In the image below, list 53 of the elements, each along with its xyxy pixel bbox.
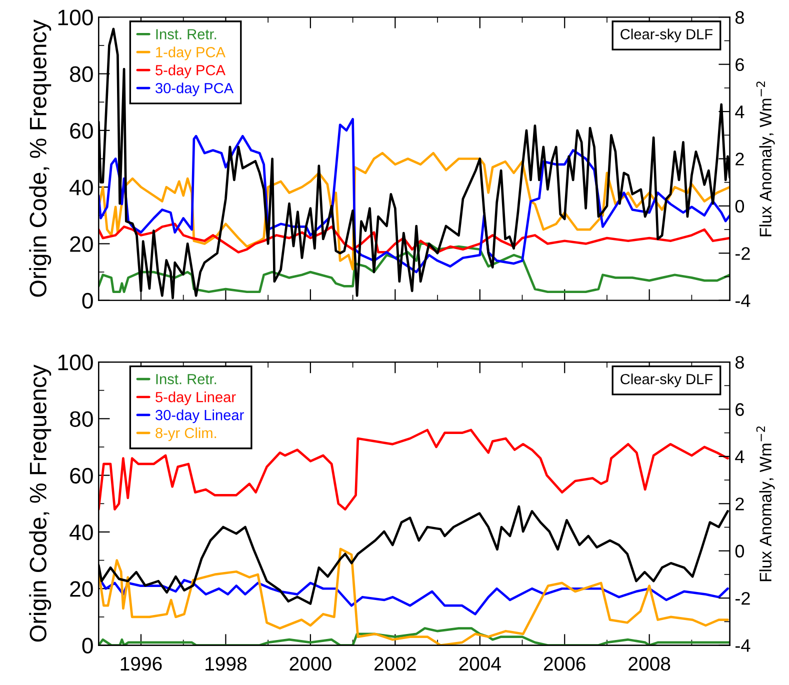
legend-label: Inst. Retr. bbox=[156, 374, 216, 384]
x-tick-label: 2000 bbox=[290, 656, 332, 671]
y2-tick-label: 4 bbox=[735, 106, 744, 118]
x-tick-label: 1996 bbox=[120, 656, 162, 671]
line-series bbox=[98, 222, 730, 254]
x-tick-label: 1998 bbox=[206, 656, 246, 671]
y-tick-label: 60 bbox=[70, 122, 93, 139]
legend-label: Inst. Retr. bbox=[156, 29, 216, 40]
y-tick-label: 20 bbox=[70, 236, 93, 252]
y-tick-label: 40 bbox=[70, 180, 93, 196]
legend-label: 1-day PCA bbox=[156, 46, 226, 60]
x-tick-label: 2008 bbox=[628, 656, 670, 671]
y2-tick-label: 6 bbox=[736, 58, 744, 72]
x-tick-label: 2002 bbox=[374, 656, 416, 671]
y2-tick-label: 8 bbox=[735, 11, 744, 24]
y2-tick-label: 0 bbox=[735, 200, 744, 213]
y2-tick-label: 4 bbox=[735, 450, 744, 463]
y-tick-label: 60 bbox=[70, 468, 93, 484]
line-series bbox=[98, 152, 730, 270]
y2-tick-label: -2 bbox=[735, 247, 750, 260]
y-tick-label: 0 bbox=[82, 638, 93, 654]
legend-label: Clear-sky DLF bbox=[620, 374, 712, 388]
y-tick-label: 0 bbox=[82, 292, 93, 309]
y2-tick-label: 6 bbox=[736, 403, 744, 416]
line-series bbox=[98, 242, 730, 294]
y-tick-label: 100 bbox=[58, 354, 93, 370]
legend-label: 5-day PCA bbox=[156, 64, 226, 78]
y-axis-title: Origin Code, % Frequency bbox=[29, 20, 52, 297]
y2-axis-title: Flux Anomaly, Wm$^{−2}$ bbox=[756, 82, 775, 236]
y2-tick-label: 2 bbox=[736, 498, 744, 510]
y2-tick-label: 2 bbox=[736, 152, 744, 166]
y-tick-label: 80 bbox=[70, 411, 93, 427]
x-tick-label: 2004 bbox=[459, 656, 501, 671]
y2-tick-label: 8 bbox=[735, 356, 744, 369]
y2-tick-label: -2 bbox=[735, 592, 750, 605]
y-axis-title: Origin Code, % Frequency bbox=[29, 364, 52, 642]
line-series bbox=[98, 118, 730, 274]
x-tick-label: 2006 bbox=[544, 656, 586, 671]
y-tick-label: 20 bbox=[70, 581, 93, 597]
line-series bbox=[98, 576, 729, 616]
line-series bbox=[98, 428, 729, 510]
legend-label: Clear-sky DLF bbox=[620, 28, 712, 42]
y2-tick-label: -4 bbox=[735, 294, 750, 307]
y2-tick-label: 0 bbox=[735, 544, 744, 558]
legend-label: 8-yr Clim. bbox=[156, 427, 216, 442]
y-tick-label: 100 bbox=[58, 10, 93, 26]
legend-label: 30-day PCA bbox=[156, 82, 234, 96]
y-tick-label: 40 bbox=[70, 524, 93, 540]
y2-axis-title: Flux Anomaly, Wm$^{−2}$ bbox=[756, 426, 775, 582]
y2-tick-label: -4 bbox=[735, 639, 750, 652]
y-tick-label: 80 bbox=[70, 66, 93, 82]
legend-label: 5-day Linear bbox=[156, 392, 236, 406]
legend-label: 30-day Linear bbox=[156, 410, 244, 424]
